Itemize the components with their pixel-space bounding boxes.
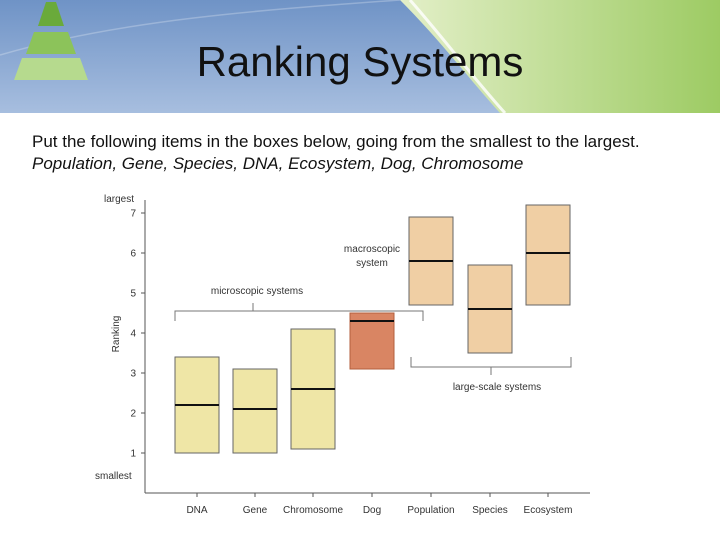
y-tick-label: 3	[130, 369, 136, 380]
range-bars	[174, 204, 571, 454]
large-label: large-scale systems	[453, 382, 541, 393]
banner-background	[0, 0, 720, 113]
instruction-text: Put the following items in the boxes bel…	[32, 132, 640, 151]
macro-label-line1: macroscopic	[344, 244, 400, 255]
y-ticks: 1 2 3 4 5 6 7	[130, 209, 145, 460]
x-tick-label: Species	[472, 505, 508, 516]
range-bar	[525, 204, 571, 306]
y-tick-label: 6	[130, 249, 136, 260]
y-bottom-label: smallest	[95, 471, 132, 482]
x-ticks	[196, 493, 549, 497]
y-axis-title: Ranking	[111, 316, 122, 353]
micro-label: microscopic systems	[211, 286, 303, 297]
y-axis: largest smallest Ranking 1 2 3 4 5 6 7	[95, 194, 146, 493]
x-tick-label: Gene	[243, 505, 268, 516]
y-tick-label: 2	[130, 409, 136, 420]
x-tick-label: Dog	[363, 505, 381, 516]
y-tick-label: 1	[130, 449, 136, 460]
y-top-label: largest	[104, 194, 134, 205]
range-bar	[232, 368, 278, 454]
ranking-chart: largest smallest Ranking 1 2 3 4 5 6 7 DNA Gene…	[95, 194, 590, 516]
instructions: Put the following items in the boxes bel…	[32, 131, 712, 175]
y-tick-label: 5	[130, 289, 136, 300]
header-banner: Ranking Systems	[0, 0, 720, 113]
x-tick-label: Ecosystem	[524, 505, 573, 516]
x-tick-label: DNA	[186, 505, 207, 516]
macro-label-line2: system	[356, 258, 388, 269]
micro-bracket	[174, 303, 424, 321]
y-tick-label: 4	[130, 329, 136, 340]
x-tick-labels: DNA Gene Chromosome Dog Population Species Eco…	[186, 505, 572, 516]
x-tick-label: Population	[407, 505, 454, 516]
pyramid-logo-icon	[14, 2, 88, 80]
large-bracket	[410, 357, 572, 375]
annotations: microscopic systems macroscopic system l…	[174, 244, 572, 393]
items-list: Population, Gene, Species, DNA, Ecosyste…	[32, 154, 524, 173]
page-title: Ranking Systems	[196, 38, 524, 85]
y-tick-label: 7	[130, 209, 136, 220]
range-bar	[349, 312, 395, 370]
x-tick-label: Chromosome	[283, 505, 343, 516]
